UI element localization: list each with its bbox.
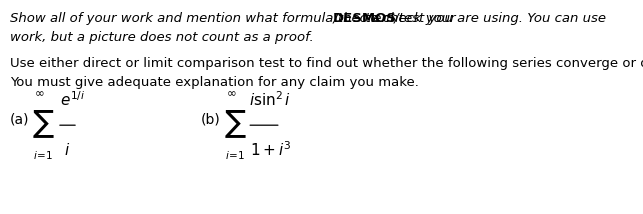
Text: work, but a picture does not count as a proof.: work, but a picture does not count as a …	[10, 31, 314, 44]
Text: Use either direct or limit comparison test to find out whether the following ser: Use either direct or limit comparison te…	[10, 57, 643, 70]
Text: to check your: to check your	[361, 12, 456, 25]
Text: You must give adequate explanation for any claim you make.: You must give adequate explanation for a…	[10, 76, 419, 89]
Text: $i\!=\!1$: $i\!=\!1$	[33, 149, 53, 161]
Text: $\sum$: $\sum$	[224, 108, 247, 140]
Text: $e^{1/i}$: $e^{1/i}$	[60, 90, 86, 109]
Text: $\infty$: $\infty$	[226, 87, 237, 100]
Text: (b): (b)	[201, 113, 221, 127]
Text: $1+i^3$: $1+i^3$	[250, 140, 292, 159]
Text: $i$: $i$	[64, 142, 70, 158]
Text: (a): (a)	[10, 113, 30, 127]
Text: $\sum$: $\sum$	[32, 108, 55, 140]
Text: $\infty$: $\infty$	[34, 87, 44, 100]
Text: DESMOS: DESMOS	[332, 12, 397, 25]
Text: Show all of your work and mention what formula/theorem/test you are using. You c: Show all of your work and mention what f…	[10, 12, 610, 25]
Text: $i\sin^2 i$: $i\sin^2 i$	[249, 90, 291, 109]
Text: $i\!=\!1$: $i\!=\!1$	[224, 149, 244, 161]
